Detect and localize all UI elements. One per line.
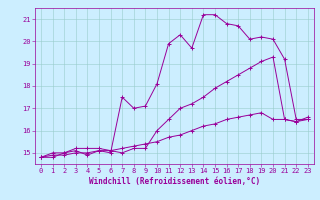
X-axis label: Windchill (Refroidissement éolien,°C): Windchill (Refroidissement éolien,°C) xyxy=(89,177,260,186)
